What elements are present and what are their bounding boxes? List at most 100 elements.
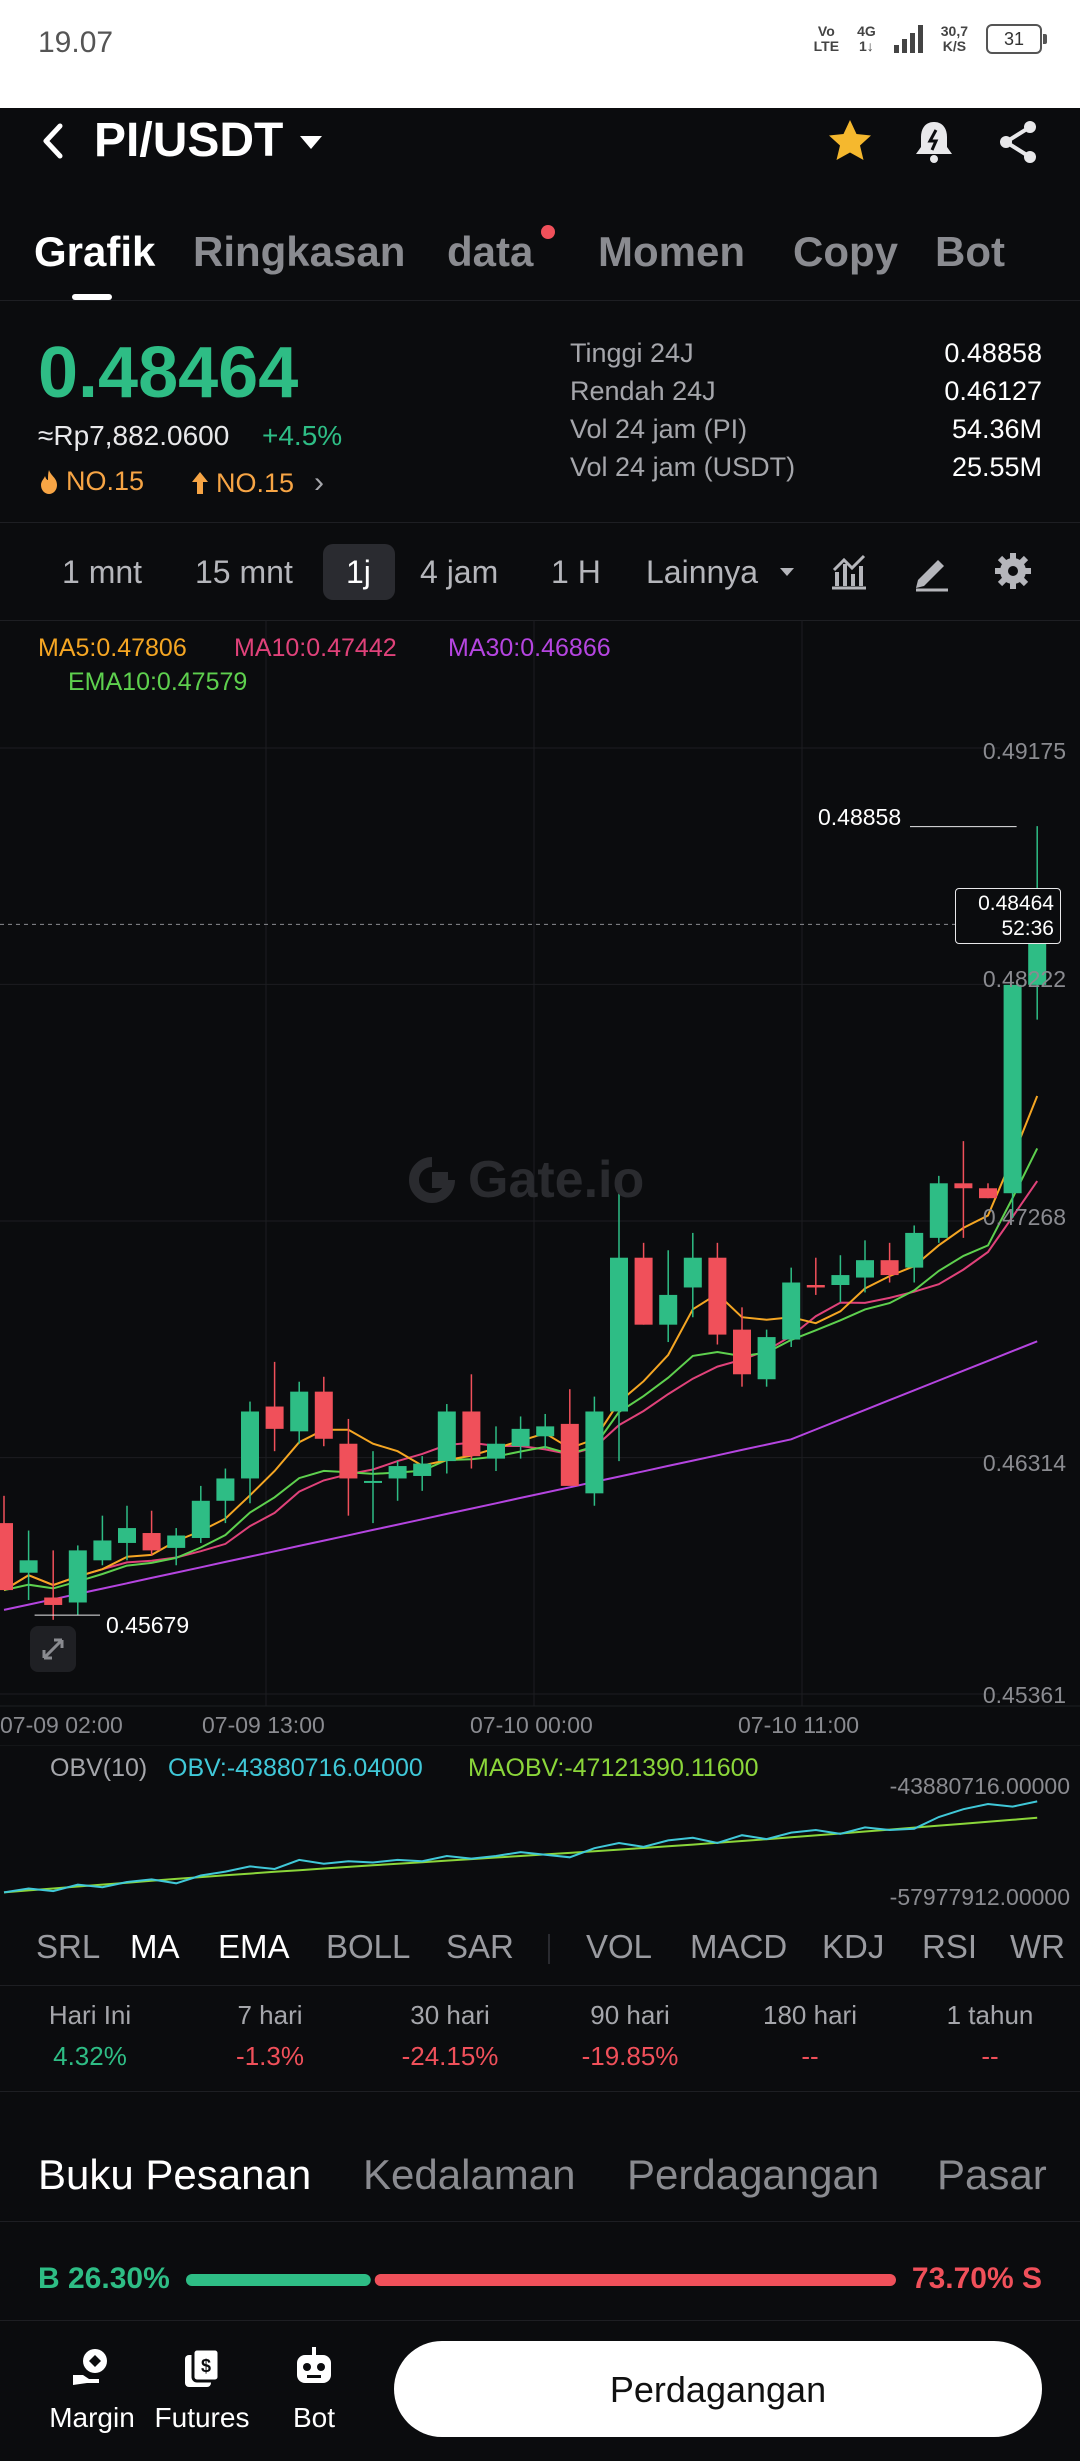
price-alert-bell-icon[interactable] xyxy=(906,114,962,170)
candlestick-chart[interactable]: MA5:0.47806 MA10:0.47442 MA30:0.46866 EM… xyxy=(0,620,1080,1782)
legend-ma10: MA10:0.47442 xyxy=(234,634,397,662)
ind-rsi[interactable]: RSI xyxy=(922,1928,978,1965)
back-arrow-icon[interactable] xyxy=(30,116,80,166)
stat-vol-pi-value: 54.36M xyxy=(951,414,1042,444)
interval-bar: 1 mnt 15 mnt 1j 4 jam 1 H Lainnya xyxy=(0,522,1080,621)
tab-grafik[interactable]: Grafik xyxy=(34,228,156,275)
robot-icon xyxy=(297,2347,331,2383)
stat-low-value: 0.46127 xyxy=(944,376,1042,406)
chevron-right-icon[interactable]: › xyxy=(314,466,325,499)
ind-ema[interactable]: EMA xyxy=(218,1928,290,1965)
section-tabs: Grafik Ringkasan data Momen Copy Bot xyxy=(0,208,1080,301)
interval-15m[interactable]: 15 mnt xyxy=(195,554,293,590)
interval-1h[interactable]: 1j xyxy=(346,554,371,590)
ind-wr[interactable]: WR xyxy=(1010,1928,1065,1965)
ind-boll[interactable]: BOLL xyxy=(326,1928,411,1965)
candle-body xyxy=(19,1560,38,1573)
nav-futures-label: Futures xyxy=(154,2402,250,2433)
candle-body xyxy=(314,1391,333,1439)
ind-kdj[interactable]: KDJ xyxy=(822,1928,885,1965)
ma10-line xyxy=(3,1180,1039,1591)
tab-momen[interactable]: Momen xyxy=(598,228,745,275)
candle-body xyxy=(462,1411,481,1457)
candle-body xyxy=(659,1294,678,1325)
tab-market[interactable]: Pasar xyxy=(937,2151,1047,2198)
low-marker-label: 0.45679 xyxy=(106,1612,190,1638)
perf-label: 30 hari xyxy=(410,2000,490,2030)
interval-1m[interactable]: 1 mnt xyxy=(62,554,143,590)
tab-data[interactable]: data xyxy=(447,228,534,275)
candle-body xyxy=(979,1188,997,1199)
interval-4h[interactable]: 4 jam xyxy=(420,554,499,590)
watermark: Gate.io xyxy=(404,1150,644,1210)
settings-gear-icon[interactable] xyxy=(992,550,1034,592)
hot-rank[interactable]: NO.15 xyxy=(38,466,144,497)
y-tick-2: 0.47268 xyxy=(982,1204,1066,1230)
candle-body xyxy=(0,1523,13,1591)
gate-logo-icon xyxy=(409,1157,455,1203)
draw-pencil-icon[interactable] xyxy=(910,550,952,592)
hot-rank-value: NO.15 xyxy=(66,466,145,496)
ind-srl[interactable]: SRL xyxy=(36,1928,101,1965)
trade-button[interactable]: Perdagangan xyxy=(394,2341,1042,2437)
perf-1y: 1 tahun -- xyxy=(900,2000,1080,2072)
candle-body xyxy=(806,1284,825,1288)
perf-label: 90 hari xyxy=(590,2000,670,2030)
candle-body xyxy=(585,1411,604,1494)
pair-selector[interactable]: PI/USDT xyxy=(94,114,284,167)
tab-order-book[interactable]: Buku Pesanan xyxy=(38,2151,312,2198)
buy-ratio: B 26.30% xyxy=(38,2262,170,2295)
ind-ma[interactable]: MA xyxy=(130,1928,180,1965)
candle-body xyxy=(610,1257,628,1412)
gainer-rank[interactable]: NO.15 › xyxy=(190,466,324,500)
candle-body xyxy=(437,1411,456,1462)
expand-icon[interactable] xyxy=(30,1626,76,1672)
orderbook-tabs: Buku Pesanan Kedalaman Perdagangan Pasar xyxy=(0,2135,1080,2222)
ema10-line xyxy=(3,1147,1039,1592)
indicators-icon[interactable] xyxy=(828,550,870,592)
current-price-tag: 0.48464 52:36 xyxy=(955,888,1061,944)
perf-90d: 90 hari -19.85% xyxy=(540,2000,720,2072)
obv-chart[interactable] xyxy=(0,1745,1080,1915)
stat-high-value: 0.48858 xyxy=(944,338,1042,368)
candle-body xyxy=(388,1466,407,1479)
tab-depth[interactable]: Kedalaman xyxy=(363,2151,576,2198)
tab-trades[interactable]: Perdagangan xyxy=(627,2151,880,2198)
candle-body xyxy=(929,1183,948,1238)
stat-vol-usdt-value: 25.55M xyxy=(951,452,1042,482)
ind-sar[interactable]: SAR xyxy=(446,1928,514,1965)
tab-ringkasan[interactable]: Ringkasan xyxy=(193,228,406,275)
x-tick-2: 07-10 00:00 xyxy=(470,1712,593,1738)
ind-macd[interactable]: MACD xyxy=(690,1928,788,1965)
futures-icon: $ xyxy=(185,2347,221,2387)
favorite-star-icon[interactable] xyxy=(822,114,878,170)
ma30-line xyxy=(3,1340,1038,1611)
tab-copy[interactable]: Copy xyxy=(793,228,898,275)
interval-1d[interactable]: 1 H xyxy=(551,554,601,590)
chevron-down-icon[interactable] xyxy=(298,130,324,154)
candle-body xyxy=(167,1535,186,1548)
sell-ratio: 73.70% S xyxy=(911,2262,1042,2295)
candle-body xyxy=(757,1337,776,1380)
candle-body xyxy=(118,1528,136,1543)
interval-more[interactable]: Lainnya xyxy=(646,554,759,590)
perf-value: -1.3% xyxy=(236,2041,304,2071)
buy-sell-ratio: B 26.30% 73.70% S xyxy=(0,2240,1080,2320)
share-icon[interactable] xyxy=(990,114,1046,170)
indicator-divider xyxy=(548,1934,550,1964)
nav-futures[interactable]: $ Futures xyxy=(152,2345,252,2434)
tab-bot[interactable]: Bot xyxy=(935,228,1005,275)
candle-body xyxy=(142,1533,161,1551)
more-caret-icon[interactable] xyxy=(778,566,796,578)
nav-margin[interactable]: Margin xyxy=(42,2345,142,2434)
signal-icon xyxy=(893,25,923,53)
margin-icon xyxy=(73,2349,107,2385)
ind-vol[interactable]: VOL xyxy=(586,1928,653,1965)
nav-bot[interactable]: Bot xyxy=(264,2345,364,2434)
candle-countdown: 52:36 xyxy=(1001,917,1054,940)
candle-body xyxy=(68,1550,87,1603)
stat-high-label: Tinggi 24J xyxy=(570,338,694,368)
chart-canvas[interactable] xyxy=(0,620,1080,1750)
x-tick-1: 07-09 13:00 xyxy=(202,1712,325,1738)
stat-vol-pi-label: Vol 24 jam (PI) xyxy=(570,414,748,444)
